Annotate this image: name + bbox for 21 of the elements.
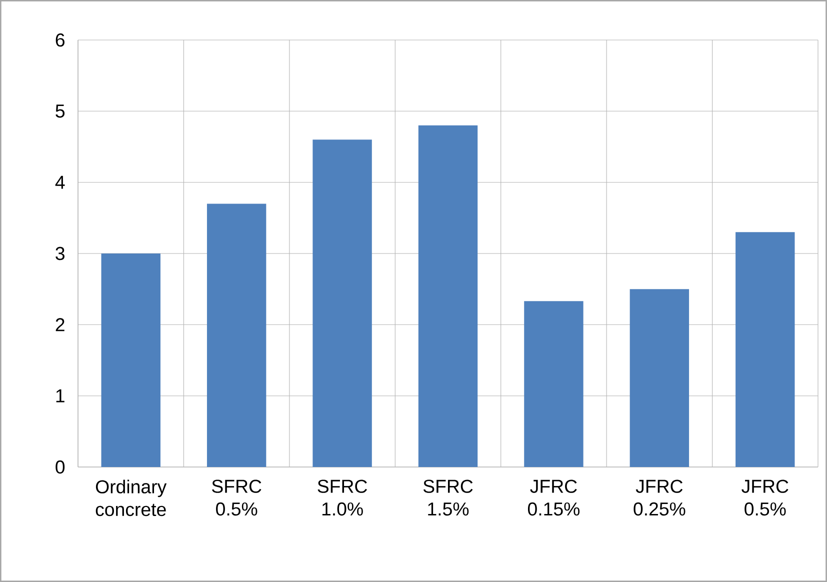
y-tick-label: 0 — [56, 460, 65, 474]
bar — [206, 204, 266, 467]
x-tick-label: JFRC 0.25% — [634, 480, 686, 516]
bar — [418, 125, 478, 467]
bar — [630, 289, 690, 467]
y-tick-label: 2 — [56, 318, 64, 332]
y-tick-label: 5 — [56, 104, 65, 118]
x-tick-label: JFRC 0.5% — [742, 480, 788, 516]
x-tick-label: JFRC 0.15% — [528, 480, 580, 516]
x-tick-label: SFRC 1.0% — [318, 480, 367, 516]
bar — [524, 301, 584, 467]
x-tick-label: SFRC 1.5% — [423, 480, 473, 516]
bar — [736, 232, 795, 467]
y-tick-label: 3 — [56, 246, 64, 260]
bar — [101, 254, 160, 467]
y-tick-label: 6 — [56, 33, 64, 47]
x-tick-label: Ordinary concrete — [96, 480, 167, 516]
y-tick-label: 1 — [56, 389, 64, 402]
x-tick-label: SFRC 0.5% — [212, 480, 262, 516]
bar — [312, 140, 372, 467]
y-tick-label: 4 — [55, 176, 65, 189]
